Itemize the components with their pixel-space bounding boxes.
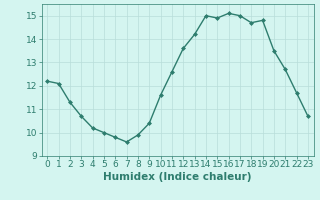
X-axis label: Humidex (Indice chaleur): Humidex (Indice chaleur) (103, 172, 252, 182)
